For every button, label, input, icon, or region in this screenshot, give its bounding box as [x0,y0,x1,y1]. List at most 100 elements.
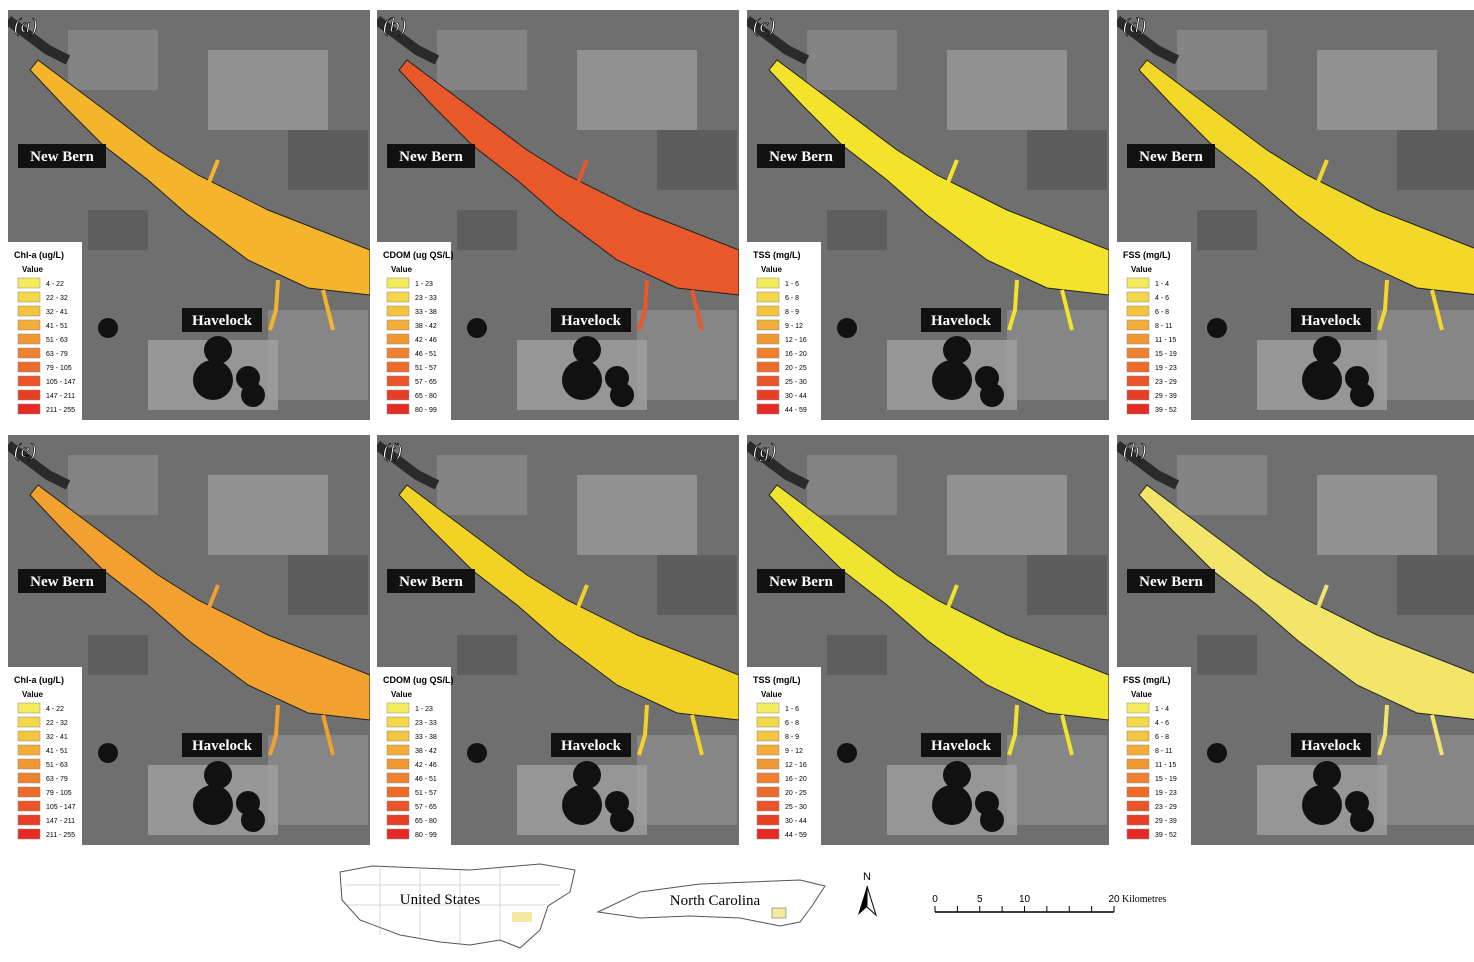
legend-swatch [1127,334,1149,344]
legend-label: 6 - 8 [1155,309,1169,316]
land-patch [437,455,527,515]
legend-label: 8 - 11 [1155,748,1172,755]
arrow-left [858,886,867,915]
legend-swatch [387,717,409,727]
lake [467,318,487,338]
legend-heading: Value [1131,265,1152,274]
legend-label: 38 - 42 [415,323,437,330]
lake [980,383,1004,407]
scale-label: 20 [1108,894,1120,905]
land-patch [268,310,368,400]
legend-label: 1 - 23 [415,281,433,288]
lake [837,743,857,763]
legend-swatch [1127,829,1149,839]
legend-label: 8 - 9 [785,309,799,316]
arrow-right [867,886,876,915]
legend-swatch [387,787,409,797]
legend-swatch [18,759,40,769]
legend-swatch [757,334,779,344]
land-patch [457,635,517,675]
lake [943,336,971,364]
legend-label: 6 - 8 [1155,734,1169,741]
nc-inset: North Carolina [598,880,825,926]
legend-swatch [1127,348,1149,358]
legend-heading: Value [1131,690,1152,699]
legend-label: 8 - 11 [1155,323,1172,330]
legend-swatch [757,292,779,302]
lake [573,761,601,789]
legend-swatch [18,815,40,825]
lake [98,743,118,763]
legend-swatch [757,717,779,727]
legend-swatch [387,278,409,288]
lake [610,383,634,407]
panel-label: (a) [14,15,38,37]
legend-swatch [387,703,409,713]
land-patch [827,210,887,250]
state-label: North Carolina [670,893,761,909]
legend-label: 4 - 22 [46,706,64,713]
legend-heading: Value [22,690,43,699]
place-label: New Bern [1139,574,1203,590]
legend-swatch [757,745,779,755]
land-patch [437,30,527,90]
legend-swatch [18,348,40,358]
legend-swatch [18,717,40,727]
lake [932,785,972,825]
legend-swatch [1127,801,1149,811]
legend-label: 41 - 51 [46,323,68,330]
legend-swatch [757,362,779,372]
panel-content: (f)New BernHavelockCDOM (ug QS/L)Value1 … [377,435,739,845]
legend-label: 147 - 211 [46,393,75,400]
land-patch [1397,130,1474,190]
legend-label: 16 - 20 [785,351,807,358]
panel-content: (e)New BernHavelockChl-a (ug/L)Value4 - … [8,435,370,845]
legend-swatch [757,759,779,769]
legend-label: 6 - 8 [785,295,799,302]
north-arrow: N [858,871,876,915]
land-patch [208,50,328,130]
legend-swatch [387,829,409,839]
legend-heading: Value [761,690,782,699]
scale-unit: Kilometres [1122,894,1167,905]
place-label: Havelock [931,738,992,754]
legend-label: 80 - 99 [415,832,437,839]
land-patch [457,210,517,250]
panel-label: (h) [1123,440,1147,462]
legend-label: 32 - 41 [46,734,68,741]
legend-label: 16 - 20 [785,776,807,783]
panel-label: (f) [383,440,402,462]
legend-label: 25 - 30 [785,379,807,386]
legend-label: 1 - 4 [1155,706,1169,713]
study-area [772,908,786,918]
legend-label: 79 - 105 [46,790,72,797]
legend-label: 12 - 16 [785,337,807,344]
legend-swatch [1127,404,1149,414]
legend-label: 33 - 38 [415,309,437,316]
legend-title: Chl-a (ug/L) [14,675,64,685]
legend-label: 23 - 29 [1155,804,1177,811]
scale-label: 5 [977,894,983,905]
lake [562,785,602,825]
lake [467,743,487,763]
legend-swatch [757,731,779,741]
legend-swatch [18,829,40,839]
legend-swatch [757,703,779,713]
legend-label: 9 - 12 [785,323,803,330]
land-patch [68,455,158,515]
lake [204,336,232,364]
legend-swatch [1127,376,1149,386]
lake [837,318,857,338]
place-label: Havelock [931,313,992,329]
lake [610,808,634,832]
legend-label: 1 - 6 [785,281,799,288]
legend-heading: Value [22,265,43,274]
map-panel: (b)New BernHavelockCDOM (ug QS/L)Value1 … [377,10,739,420]
legend-swatch [1127,390,1149,400]
legend-swatch [1127,703,1149,713]
legend-swatch [1127,787,1149,797]
legend-label: 44 - 59 [785,832,807,839]
legend-label: 23 - 33 [415,295,437,302]
land-patch [827,635,887,675]
